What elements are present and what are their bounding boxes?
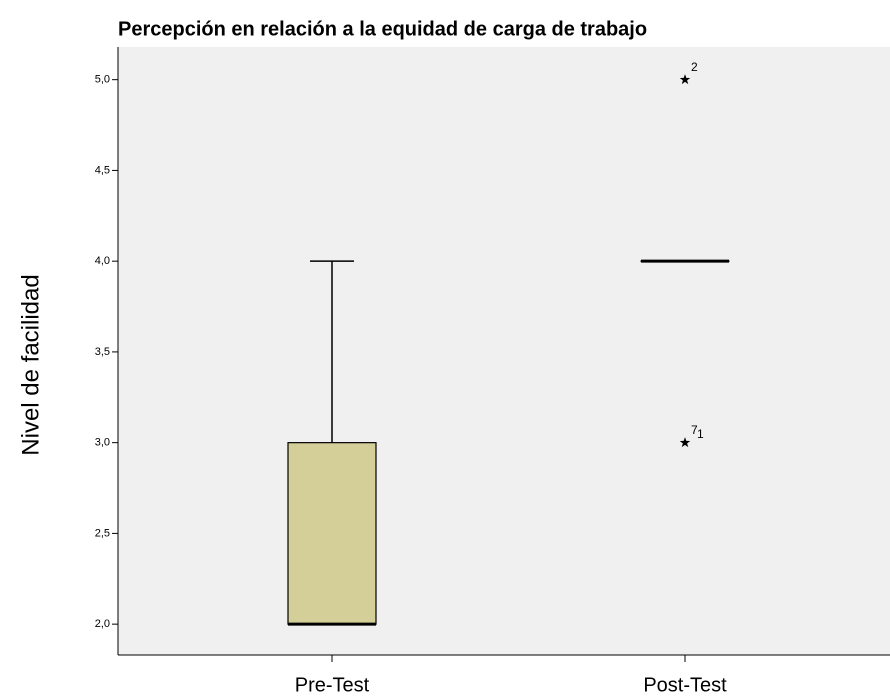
outlier	[679, 74, 691, 85]
chart-title: Percepción en relación a la equidad de c…	[118, 18, 647, 40]
outlier	[679, 437, 691, 448]
x-tick-label: Post-Test	[643, 674, 727, 696]
y-tick-label: 3,5	[95, 346, 110, 358]
y-tick-label: 4,5	[95, 164, 110, 176]
outlier-label: 1	[697, 427, 704, 441]
y-tick-label: 2,5	[95, 527, 110, 539]
box	[287, 442, 377, 625]
y-axis-label: Nivel de facilidad	[17, 274, 44, 455]
x-tick-label: Pre-Test	[295, 674, 370, 696]
plot-area	[118, 47, 890, 655]
outlier-label: 2	[691, 60, 698, 74]
y-tick-label: 3,0	[95, 437, 110, 449]
y-tick-label: 5,0	[95, 74, 110, 86]
y-tick-label: 2,0	[95, 618, 110, 630]
y-tick-label: 4,0	[95, 255, 110, 267]
outlier-label: 7	[691, 423, 698, 437]
